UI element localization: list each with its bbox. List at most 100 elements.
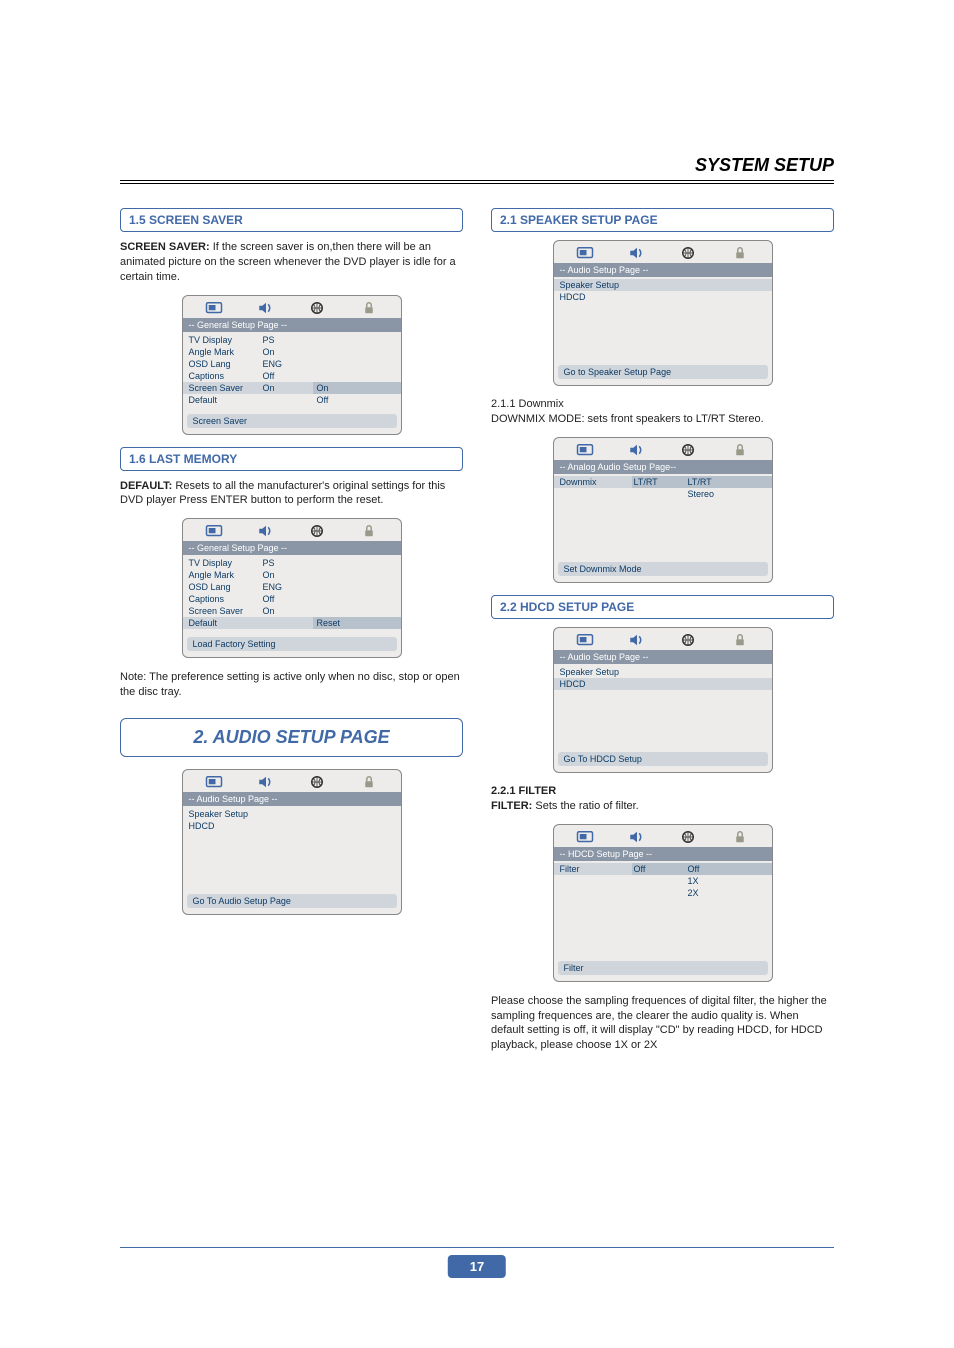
page-header: SYSTEM SETUP (120, 155, 834, 184)
section-1-6-note: Note: The preference setting is active o… (120, 670, 463, 700)
osd-row: 2X (554, 887, 772, 899)
default-label: DEFAULT: (120, 480, 172, 492)
section-1-5-text: SCREEN SAVER: If the screen saver is on,… (120, 240, 463, 285)
osd-row: Captions Off (183, 370, 401, 382)
speaker-icon (628, 245, 646, 261)
osd-cell-label: HDCD (183, 820, 261, 832)
osd-cell-value (632, 291, 684, 303)
osd-speaker-setup: -- Audio Setup Page -- Speaker Setup HDC… (553, 240, 773, 386)
osd-cell-option (684, 279, 772, 291)
osd-cell-label: Screen Saver (183, 605, 261, 617)
osd-cell-value (632, 666, 684, 678)
section-1-6-text: DEFAULT: Resets to all the manufacturer'… (120, 479, 463, 509)
speaker-icon (257, 523, 275, 539)
osd-row: Angle Mark On (183, 569, 401, 581)
lock-icon (731, 442, 749, 458)
osd-filter: -- HDCD Setup Page -- Filter Off Off 1X … (553, 824, 773, 982)
filter-tail-text: Please choose the sampling frequences of… (491, 994, 834, 1053)
osd-cell-label (554, 488, 632, 500)
osd-cell-label: OSD Lang (183, 581, 261, 593)
tv-icon (576, 442, 594, 458)
osd-cell-option: Reset (313, 617, 401, 629)
osd-cell-option: 2X (684, 887, 772, 899)
osd-row: Downmix LT/RT LT/RT (554, 476, 772, 488)
osd-cell-value (632, 887, 684, 899)
osd-footer: Go to Speaker Setup Page (558, 365, 768, 379)
osd-cell-label (554, 887, 632, 899)
osd-hdcd: -- Audio Setup Page -- Speaker Setup HDC… (553, 627, 773, 773)
osd-cell-value: Off (261, 370, 313, 382)
osd-cell-label: TV Display (183, 557, 261, 569)
speaker-icon (257, 774, 275, 790)
osd-cell-option (313, 557, 401, 569)
osd-row: Angle Mark On (183, 346, 401, 358)
osd-row: Screen Saver On On (183, 382, 401, 394)
two-column-layout: 1.5 SCREEN SAVER SCREEN SAVER: If the sc… (120, 202, 834, 1063)
downmix-text: DOWNMIX MODE: sets front speakers to LT/… (491, 412, 834, 427)
globe-icon (308, 523, 326, 539)
globe-icon (308, 774, 326, 790)
page: SYSTEM SETUP 1.5 SCREEN SAVER SCREEN SAV… (0, 0, 954, 1348)
section-2-2-heading: 2.2 HDCD SETUP PAGE (491, 595, 834, 619)
osd-cell-value: ENG (261, 358, 313, 370)
globe-icon (679, 442, 697, 458)
section-2-1-heading: 2.1 SPEAKER SETUP PAGE (491, 208, 834, 232)
speaker-icon (628, 632, 646, 648)
osd-cell-label: Captions (183, 593, 261, 605)
osd-cell-label: Angle Mark (183, 346, 261, 358)
osd-cell-label (554, 875, 632, 887)
speaker-icon (628, 442, 646, 458)
left-column: 1.5 SCREEN SAVER SCREEN SAVER: If the sc… (120, 202, 463, 1063)
osd-cell-value: On (261, 605, 313, 617)
osd-row: OSD Lang ENG (183, 581, 401, 593)
osd-audio-setup: -- Audio Setup Page -- Speaker Setup HDC… (182, 769, 402, 915)
section-1-5-heading: 1.5 SCREEN SAVER (120, 208, 463, 232)
osd-cell-label: HDCD (554, 291, 632, 303)
osd-row: Speaker Setup (183, 808, 401, 820)
osd-cell-label: OSD Lang (183, 358, 261, 370)
osd-cell-value: On (261, 569, 313, 581)
osd-cell-value (632, 678, 684, 690)
osd-cell-label: Default (183, 394, 261, 406)
osd-icon-bar (183, 770, 401, 792)
screen-saver-label: SCREEN SAVER: (120, 241, 210, 253)
osd-footer: Go To HDCD Setup (558, 752, 768, 766)
osd-rows: Speaker Setup HDCD (183, 806, 401, 888)
osd-cell-option: 1X (684, 875, 772, 887)
osd-cell-label: TV Display (183, 334, 261, 346)
lock-icon (360, 300, 378, 316)
osd-cell-value (261, 394, 313, 406)
osd-cell-option: On (313, 382, 401, 394)
osd-cell-option (313, 358, 401, 370)
osd-cell-option (313, 593, 401, 605)
osd-cell-option (684, 678, 772, 690)
osd-cell-label: Speaker Setup (183, 808, 261, 820)
osd-cell-label: HDCD (554, 678, 632, 690)
osd-title: -- General Setup Page -- (183, 541, 401, 555)
osd-row: Speaker Setup (554, 666, 772, 678)
osd-cell-label: Speaker Setup (554, 279, 632, 291)
osd-row: TV Display PS (183, 334, 401, 346)
osd-downmix: -- Analog Audio Setup Page-- Downmix LT/… (553, 437, 773, 583)
osd-cell-option: Off (313, 394, 401, 406)
osd-icon-bar (554, 825, 772, 847)
lock-icon (360, 523, 378, 539)
osd-icon-bar (554, 241, 772, 263)
osd-footer: Load Factory Setting (187, 637, 397, 651)
osd-cell-option (684, 291, 772, 303)
osd-rows: TV Display PS Angle Mark On OSD Lang ENG… (183, 332, 401, 408)
osd-footer: Screen Saver (187, 414, 397, 428)
osd-title: -- HDCD Setup Page -- (554, 847, 772, 861)
osd-cell-value (261, 617, 313, 629)
osd-cell-label: Angle Mark (183, 569, 261, 581)
osd-title: -- General Setup Page -- (183, 318, 401, 332)
osd-row: TV Display PS (183, 557, 401, 569)
osd-cell-option (684, 666, 772, 678)
tv-icon (576, 245, 594, 261)
osd-icon-bar (183, 519, 401, 541)
osd-icon-bar (554, 628, 772, 650)
osd-row: Screen Saver On (183, 605, 401, 617)
lock-icon (731, 829, 749, 845)
osd-row: Speaker Setup (554, 279, 772, 291)
globe-icon (679, 245, 697, 261)
